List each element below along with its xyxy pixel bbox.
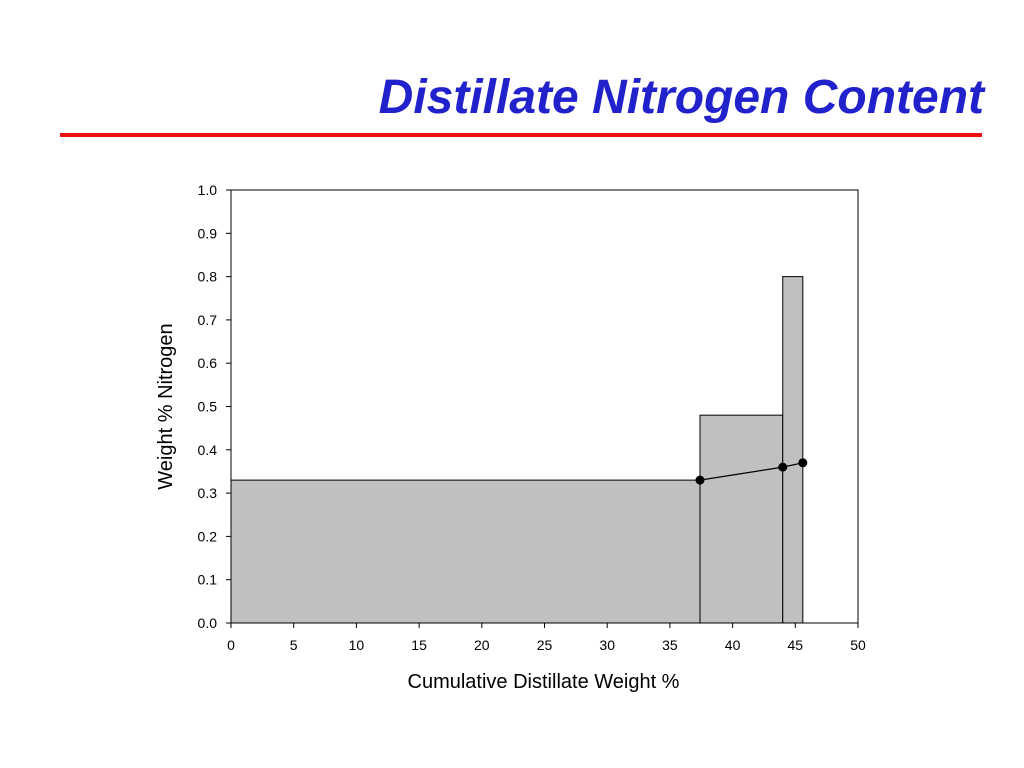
bar-1 xyxy=(230,479,701,624)
x-tick-label: 50 xyxy=(850,637,866,653)
x-tick-label: 40 xyxy=(725,637,741,653)
y-tick-label: 0.8 xyxy=(198,269,218,285)
line-layer xyxy=(695,458,808,485)
x-ticks: 0 5 10 15 20 25 30 35 40 45 50 xyxy=(227,623,866,653)
y-tick-label: 1.0 xyxy=(198,182,218,198)
x-tick-label: 15 xyxy=(411,637,427,653)
y-tick-label: 0.0 xyxy=(198,615,218,631)
y-ticks: 0.0 0.1 0.2 0.3 0.4 0.5 0.6 0.7 0.8 0.9 1.0 xyxy=(198,182,231,631)
x-axis-title: Cumulative Distillate Weight % xyxy=(408,671,680,693)
x-tick-label: 45 xyxy=(788,637,804,653)
x-tick-label: 0 xyxy=(227,637,235,653)
title-rule xyxy=(60,133,982,137)
x-tick-label: 20 xyxy=(474,637,490,653)
y-tick-label: 0.2 xyxy=(198,528,218,544)
y-tick-label: 0.7 xyxy=(198,312,218,328)
x-tick-label: 30 xyxy=(599,637,615,653)
y-tick-label: 0.3 xyxy=(198,485,218,501)
y-tick-label: 0.5 xyxy=(198,399,218,415)
y-tick-label: 0.9 xyxy=(198,225,218,241)
data-point-3 xyxy=(798,458,808,468)
bar-2 xyxy=(699,414,784,624)
x-tick-label: 10 xyxy=(349,637,365,653)
bar-3 xyxy=(782,276,804,624)
x-tick-label: 5 xyxy=(290,637,298,653)
slide-title: Distillate Nitrogen Content xyxy=(378,71,984,124)
y-tick-label: 0.1 xyxy=(198,572,218,588)
data-point-1 xyxy=(695,475,705,485)
y-axis-title: Weight % Nitrogen xyxy=(155,323,177,489)
y-tick-label: 0.4 xyxy=(198,442,218,458)
y-tick-label: 0.6 xyxy=(198,355,218,371)
data-point-2 xyxy=(778,462,788,472)
x-tick-label: 35 xyxy=(662,637,678,653)
x-tick-label: 25 xyxy=(537,637,553,653)
bars-layer xyxy=(230,276,804,624)
